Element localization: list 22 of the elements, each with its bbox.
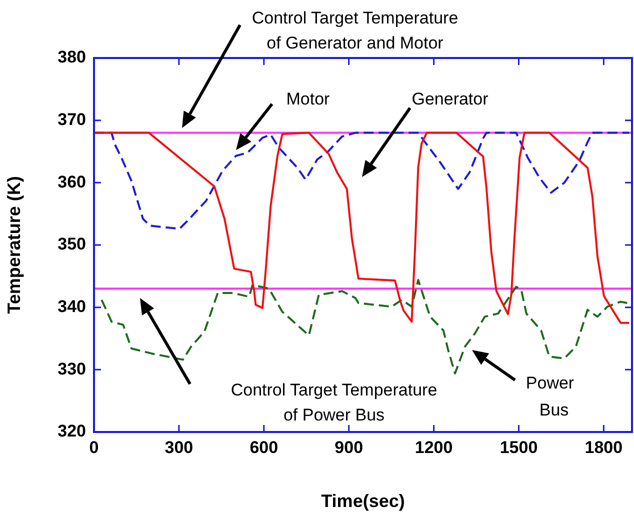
y-tick-label: 360 bbox=[58, 172, 86, 192]
series-label: Power Bus bbox=[526, 374, 574, 420]
y-axis-title: Temperature (K) bbox=[4, 176, 24, 314]
x-axis-title: Time(sec) bbox=[321, 491, 405, 512]
annotation: Control Target Temperature of Power Bus bbox=[230, 380, 438, 425]
x-tick-label: 900 bbox=[334, 438, 364, 457]
series-label: Generator bbox=[412, 90, 489, 109]
x-tick-label: 1800 bbox=[584, 438, 623, 457]
text: Control Target Temperature of Generator and Motor bbox=[252, 8, 458, 53]
y-tick-label: 370 bbox=[58, 110, 86, 130]
line-series bbox=[100, 278, 628, 374]
y-tick-label: 380 bbox=[58, 48, 86, 67]
y-tick-label: 320 bbox=[58, 422, 86, 441]
x-tick-label: 300 bbox=[164, 438, 194, 457]
y-tick-label: 330 bbox=[58, 359, 86, 378]
x-tick-label: 600 bbox=[250, 438, 278, 457]
series-label: Motor bbox=[286, 90, 330, 109]
y-tick-label: 340 bbox=[58, 297, 86, 316]
x-tick-label: 1200 bbox=[414, 438, 453, 457]
x-tick-label: 0 bbox=[89, 438, 99, 457]
y-tick-label: 350 bbox=[58, 234, 86, 254]
x-tick-label: 1500 bbox=[500, 438, 538, 457]
